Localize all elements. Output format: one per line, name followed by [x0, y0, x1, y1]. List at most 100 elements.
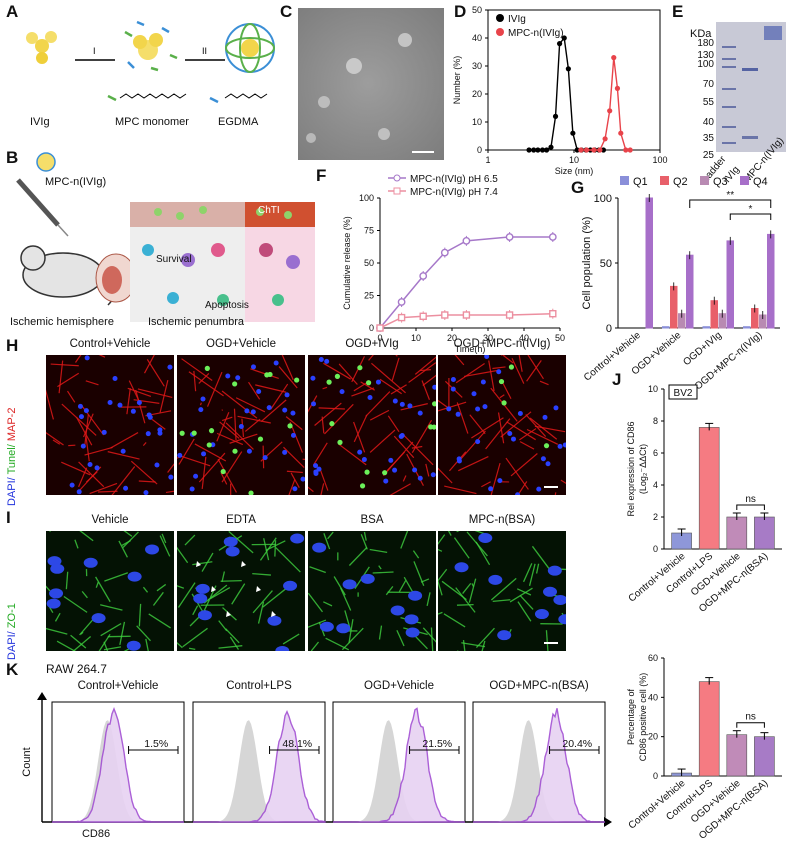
dapi-nucleus: [46, 598, 61, 609]
dapi-nucleus: [80, 443, 86, 449]
dapi-nucleus: [475, 439, 481, 445]
zo1-junction: [95, 576, 111, 603]
data-point: [578, 147, 584, 153]
zo1-junction: [177, 642, 183, 649]
tunel-cell: [431, 401, 436, 407]
step-i-label: I: [93, 46, 96, 56]
panel-label-f: F: [316, 166, 327, 185]
map2-fiber: [308, 395, 318, 413]
zo1-junction: [231, 583, 246, 605]
micrograph-title: Control+Vehicle: [69, 338, 151, 350]
map2-fiber: [233, 408, 237, 441]
survival-label: Survival: [156, 254, 192, 265]
x-tick-label: 30: [483, 333, 493, 343]
cd86-histogram: [333, 707, 466, 823]
map2-fiber: [290, 472, 300, 489]
map2-fiber: [244, 418, 261, 432]
zo1-junction: [221, 571, 226, 582]
dapi-nucleus: [480, 379, 486, 385]
micrograph-render: [438, 531, 566, 651]
zo1-junction: [70, 634, 87, 649]
dapi-nucleus: [357, 449, 363, 455]
dapi-nucleus: [235, 375, 241, 381]
tunel-cell: [206, 442, 212, 448]
data-point: [397, 298, 406, 306]
map2-fiber: [286, 470, 303, 474]
dapi-nucleus: [517, 410, 523, 416]
data-point: [462, 237, 471, 245]
zo1-junction: [161, 533, 167, 544]
sig-bracket: [729, 213, 772, 220]
map2-fiber: [283, 446, 305, 469]
dapi-nucleus: [361, 457, 367, 463]
zo1-junction: [177, 585, 185, 589]
zo1-junction: [462, 582, 472, 594]
mpc-structure-icon: [119, 93, 187, 99]
zo1-junction: [385, 585, 394, 596]
map2-fiber: [85, 471, 98, 483]
mpc-n-label: MPC-n(IVIg): [45, 176, 107, 188]
bv2-box: [668, 384, 698, 400]
data-point: [623, 147, 629, 153]
sig-bracket: [689, 199, 772, 208]
dapi-nucleus: [223, 536, 238, 547]
y-tick-label: 75: [364, 226, 374, 236]
micrograph-image: [308, 355, 436, 495]
axis-arrow-icon: [37, 692, 47, 700]
dapi-nucleus: [484, 355, 490, 359]
data-point: [441, 311, 449, 319]
panel-label-g: G: [571, 178, 585, 197]
y-tick-label: 0: [477, 145, 482, 155]
data-point: [565, 66, 571, 72]
map2-fiber: [458, 430, 486, 463]
map2-fiber: [539, 380, 549, 386]
zo1-junction: [156, 583, 167, 592]
y-tick-label: 40: [648, 692, 658, 702]
zo1-junction: [466, 531, 488, 557]
apoptosis-label: Apoptosis: [205, 300, 249, 311]
gate-percent: 1.5%: [144, 738, 168, 750]
gel-marker-label: 40: [702, 117, 714, 128]
zo1-junction: [79, 531, 94, 542]
brain-icon: [95, 253, 137, 303]
bbb-diagram: [130, 202, 315, 322]
map2-fiber: [85, 380, 99, 386]
legend-marker: [496, 28, 504, 36]
zo1-junction: [400, 531, 409, 549]
dapi-nucleus: [313, 463, 319, 469]
panel-label-i: I: [6, 508, 11, 527]
map2-fiber: [248, 381, 261, 400]
map2-fiber: [390, 384, 407, 395]
y-tick-label: 50: [472, 5, 482, 15]
zo1-junction: [122, 531, 139, 548]
tunel-cell: [501, 400, 507, 406]
tunel-cell: [232, 448, 238, 454]
dapi-nucleus: [193, 593, 208, 604]
tunel-cell: [329, 421, 335, 427]
zo1-junction: [252, 572, 271, 576]
zo1-junction: [443, 613, 466, 628]
map2-fiber: [143, 355, 155, 374]
dapi-nucleus: [454, 562, 469, 573]
zo1-junction: [535, 563, 540, 574]
zo1-junction: [123, 531, 133, 537]
dapi-nucleus: [324, 358, 330, 364]
bar: [726, 240, 734, 329]
map2-fiber: [526, 360, 542, 382]
zo1-junction: [475, 627, 495, 649]
zo1-junction: [229, 636, 240, 650]
data-point: [440, 248, 449, 257]
ivig-antibody-icon: [26, 31, 57, 64]
chti-label: ChTI: [258, 205, 280, 216]
map2-fiber: [319, 468, 329, 491]
x-tick-label: 0: [377, 333, 382, 343]
i-ylabel-zo: ZO-1: [6, 603, 18, 632]
zo1-junction: [441, 580, 467, 601]
dapi-nucleus: [557, 443, 563, 449]
dapi-nucleus: [390, 605, 405, 616]
legend-marker: [620, 176, 629, 185]
zo1-junction: [438, 534, 446, 545]
zo1-junction: [177, 582, 196, 608]
zo1-junction: [519, 594, 534, 610]
map2-fiber: [61, 461, 91, 476]
